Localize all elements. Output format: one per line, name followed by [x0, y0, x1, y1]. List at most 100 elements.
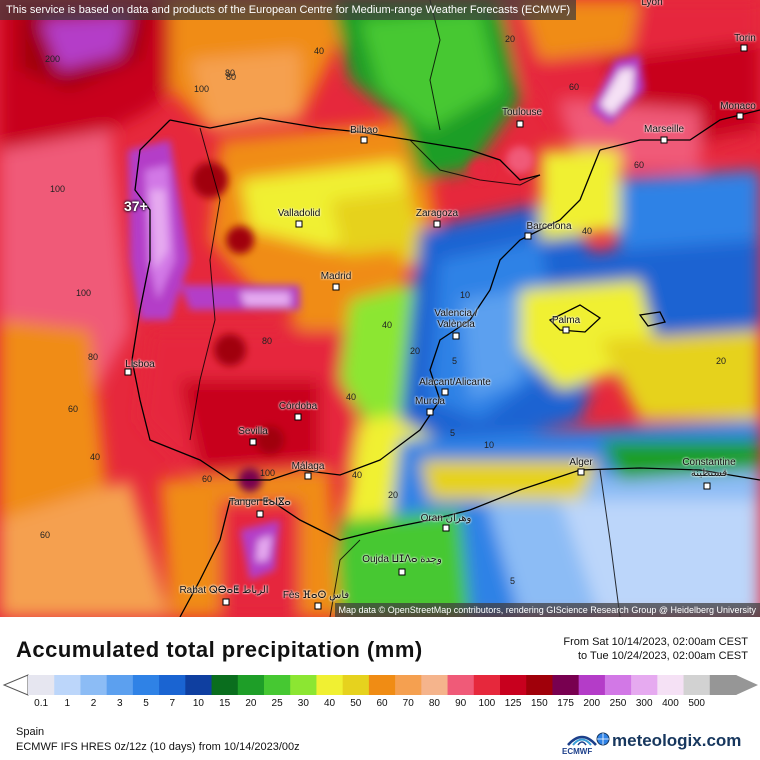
city-toulouse[interactable]: Toulouse: [501, 107, 543, 118]
period-to: to Tue 10/24/2023, 02:00am CEST: [577, 650, 748, 662]
contour-label: 10: [484, 440, 495, 450]
contour-label: 100: [76, 288, 92, 298]
city-dot: [249, 438, 257, 446]
city-zaragoza[interactable]: Zaragoza: [415, 208, 459, 219]
scale-swatch: [421, 675, 449, 695]
meteologix-brand[interactable]: meteologix.com: [612, 731, 742, 750]
scale-ticks: 0.1 1 2 3 5 7 10 15 20 25 30 40 50 60 70 80 90 100 125 150 1…: [0, 698, 760, 712]
city-valencia[interactable]: Valencia / València: [434, 308, 478, 330]
scale-tick-label: 25: [271, 698, 283, 709]
scale-swatch: [316, 675, 344, 695]
city-tanger[interactable]: Tanger ⵟⴰⵏⴵⴰ: [229, 497, 291, 508]
city-dot: [256, 510, 264, 518]
city-dot: [442, 524, 450, 532]
city-oran[interactable]: Oran وهران: [420, 513, 472, 524]
contour-label: 20: [388, 490, 399, 500]
scale-swatch: [657, 675, 685, 695]
city-lisboa[interactable]: Lisboa: [125, 359, 155, 370]
contour-label: 100: [50, 184, 66, 194]
scale-tick-label: 10: [192, 698, 204, 709]
scale-swatch: [709, 675, 737, 695]
scale-tick-label: 80: [428, 698, 440, 709]
city-dot: [660, 136, 668, 144]
contour-label: 10: [460, 290, 471, 300]
city-marseille[interactable]: Marseille: [643, 124, 685, 135]
city-madrid[interactable]: Madrid: [320, 271, 352, 282]
city-torin[interactable]: Torin: [734, 33, 756, 44]
city-dot: [433, 220, 441, 228]
city-cordoba[interactable]: Córdoba: [278, 401, 318, 412]
scale-tick-label: 30: [297, 698, 309, 709]
contour-label: 60: [40, 530, 51, 540]
city-constantine[interactable]: Constantine قسنطينة: [682, 457, 736, 479]
scale-tick-label: 60: [376, 698, 388, 709]
city-palma[interactable]: Palma: [551, 315, 581, 326]
scale-swatch: [106, 675, 134, 695]
contour-label: 40: [382, 320, 393, 330]
city-bilbao[interactable]: Bilbao: [350, 125, 378, 136]
scale-tick-label: 5: [143, 698, 149, 709]
scale-swatch: [631, 675, 658, 695]
legend-title: Accumulated total precipitation (mm): [16, 637, 423, 662]
ecmwf-notice: This service is based on data and produc…: [0, 0, 577, 20]
city-lyon[interactable]: Lyon: [641, 0, 663, 8]
contour-label: 5: [510, 576, 516, 586]
scale-swatch: [264, 675, 291, 695]
scale-tick-label: 500: [688, 698, 705, 709]
country-borders: [189, 0, 621, 617]
contour-label: 80: [226, 72, 237, 82]
ecmwf-logo-text: ECMWF: [562, 747, 593, 756]
scale-swatch: [473, 675, 501, 695]
contour-label: 5: [450, 428, 456, 438]
scale-swatch: [683, 675, 711, 695]
city-dot: [360, 136, 368, 144]
scale-swatch: [552, 675, 580, 695]
city-rabat[interactable]: Rabat ⵕⴱⴰⵟ الرباط: [179, 585, 269, 596]
coastline: [131, 109, 760, 617]
precipitation-field: [0, 0, 760, 617]
scale-tick-label: 300: [635, 698, 653, 709]
city-oujda[interactable]: Oujda ⵡⵊⴷⴰ وجدة: [362, 554, 442, 565]
contour-label: 40: [314, 46, 325, 56]
contour-label: 100: [260, 468, 276, 478]
city-valladolid[interactable]: Valladolid: [277, 208, 321, 219]
scale-swatch: [290, 675, 317, 695]
city-alger[interactable]: Alger: [569, 457, 593, 468]
scale-swatch: [395, 675, 422, 695]
city-dot: [222, 598, 230, 606]
city-fes[interactable]: Fès ⴼⴰⵙ فاس: [282, 590, 350, 601]
scale-swatch: [368, 675, 396, 695]
scale-swatch: [159, 675, 186, 695]
scale-swatch: [211, 675, 239, 695]
city-dot: [304, 472, 312, 480]
scale-swatch: [80, 675, 108, 695]
city-monaco[interactable]: Monaco: [720, 101, 756, 112]
scale-swatch: [578, 675, 606, 695]
city-dot: [441, 388, 449, 396]
scale-swatch: [237, 675, 265, 695]
city-dot: [295, 220, 303, 228]
city-dot: [294, 413, 302, 421]
scale-swatch: [526, 675, 553, 695]
contour-label: 80: [88, 352, 99, 362]
contour-label: 20: [505, 34, 516, 44]
scale-tick-label: 20: [245, 698, 257, 709]
scale-swatch: [447, 675, 475, 695]
contour-label: 40: [90, 452, 101, 462]
scale-tick-label: 15: [219, 698, 231, 709]
city-sevilla[interactable]: Sevilla: [238, 426, 268, 437]
city-malaga[interactable]: Málaga: [291, 461, 325, 472]
scale-arrow-right: [736, 675, 758, 695]
city-alicante[interactable]: Alacant/Alicante: [419, 377, 491, 388]
city-dot: [577, 468, 585, 476]
contour-label: 60: [68, 404, 79, 414]
map-attribution[interactable]: Map data © OpenStreetMap contributors, r…: [334, 603, 760, 617]
precipitation-map[interactable]: This service is based on data and produc…: [0, 0, 760, 617]
scale-tick-label: 125: [504, 698, 522, 709]
city-murcia[interactable]: Murcia: [414, 396, 446, 407]
scale-swatch: [54, 675, 81, 695]
city-dot: [703, 482, 711, 490]
city-dot: [736, 112, 744, 120]
scale-tick-label: 3: [116, 698, 123, 709]
city-barcelona[interactable]: Barcelona: [526, 221, 572, 232]
